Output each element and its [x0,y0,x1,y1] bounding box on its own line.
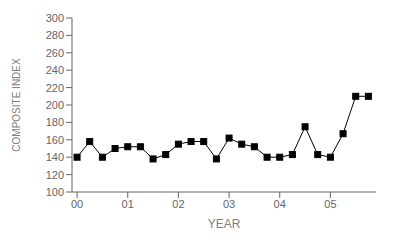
svg-text:05: 05 [324,198,336,210]
svg-text:140: 140 [46,151,64,163]
svg-text:220: 220 [46,82,64,94]
svg-text:01: 01 [122,198,134,210]
svg-text:YEAR: YEAR [208,217,241,231]
svg-text:03: 03 [223,198,235,210]
svg-text:240: 240 [46,64,64,76]
svg-text:280: 280 [46,29,64,41]
svg-text:04: 04 [274,198,286,210]
svg-text:COMPOSITE INDEX: COMPOSITE INDEX [11,58,22,152]
svg-text:180: 180 [46,116,64,128]
svg-text:100: 100 [46,186,64,198]
svg-text:200: 200 [46,99,64,111]
svg-text:160: 160 [46,134,64,146]
svg-text:02: 02 [172,198,184,210]
svg-text:260: 260 [46,47,64,59]
svg-text:300: 300 [46,12,64,24]
svg-text:00: 00 [71,198,83,210]
svg-text:120: 120 [46,169,64,181]
